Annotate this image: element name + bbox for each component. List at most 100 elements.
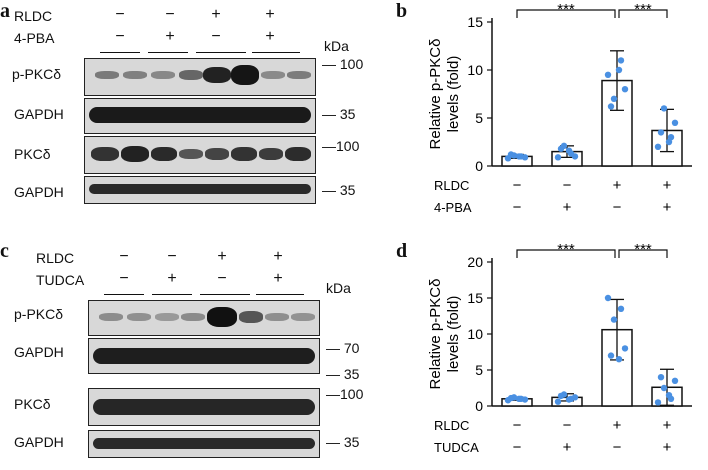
- x-row-label: TUDCA: [434, 440, 479, 455]
- mw-value: 35: [339, 182, 356, 198]
- protein-band: [127, 313, 151, 321]
- data-point: [657, 129, 665, 136]
- rldc-sign-c-2: −: [167, 248, 177, 265]
- x-row-label: RLDC: [434, 178, 469, 193]
- panel-label-c: c: [0, 240, 9, 262]
- pba-row-label-a: 4-PBA: [14, 30, 55, 46]
- data-point: [604, 71, 612, 79]
- protein-band: [207, 307, 237, 327]
- kda-label-c: kDa: [326, 280, 351, 296]
- y-tick-label: 15: [467, 14, 483, 30]
- data-point: [557, 392, 565, 400]
- blot-label: PKCδ: [14, 146, 51, 162]
- data-point: [515, 153, 523, 160]
- protein-band: [265, 313, 289, 321]
- data-point: [654, 143, 662, 150]
- data-point: [657, 374, 665, 381]
- x-sign: −: [513, 439, 522, 456]
- lane-pair-line: [152, 294, 192, 295]
- protein-band: [151, 71, 175, 79]
- significance-label: ***: [557, 1, 575, 18]
- lane-pair-line: [100, 52, 140, 53]
- significance-bracket: [516, 9, 616, 18]
- y-tick-label: 0: [475, 398, 483, 414]
- data-point: [521, 154, 529, 161]
- data-point: [617, 57, 625, 64]
- y-tick-label: 5: [475, 110, 483, 126]
- x-sign: −: [613, 439, 622, 456]
- protein-band: [93, 438, 315, 449]
- western-blot-strip: [88, 338, 320, 374]
- protein-band: [99, 313, 123, 321]
- protein-band: [259, 148, 283, 160]
- lane-pair-line: [148, 52, 188, 53]
- bar-chart-b: 0 5 10 15 Relative p-PKCδ levels (fold) *** ***…: [427, 1, 692, 216]
- mw-marker: —100: [322, 138, 360, 154]
- rldc-sign-c-1: −: [119, 248, 129, 265]
- x-sign: −: [563, 417, 572, 434]
- y-axis-label: Relative p-PKCδ: [427, 279, 444, 390]
- data-point: [621, 86, 629, 93]
- data-point: [667, 134, 675, 141]
- x-sign: +: [663, 199, 672, 216]
- protein-band: [291, 313, 315, 321]
- mw-marker: — 35: [322, 182, 356, 198]
- protein-band: [203, 67, 231, 83]
- data-point: [565, 147, 573, 154]
- protein-band: [93, 348, 315, 364]
- protein-band: [95, 71, 119, 79]
- data-point: [617, 305, 625, 312]
- y-tick-label: 10: [467, 326, 483, 342]
- data-point: [604, 294, 612, 302]
- bar-chart-d: 0 5 10 15 20 Relative p-PKCδ levels (fold) *** *…: [427, 241, 692, 456]
- rldc-sign-a-3: +: [211, 6, 221, 23]
- significance-label: ***: [634, 1, 652, 18]
- data-point: [654, 399, 662, 406]
- lane-pair-line: [200, 294, 250, 295]
- data-point: [565, 396, 573, 403]
- y-tick-label: 20: [467, 254, 483, 270]
- significance-label: ***: [557, 241, 575, 258]
- data-point: [621, 345, 629, 352]
- blot-label: p-PKCδ: [12, 66, 62, 82]
- data-point: [554, 398, 562, 405]
- significance-bracket: [618, 9, 668, 18]
- data-point: [507, 151, 515, 158]
- data-point: [610, 316, 618, 323]
- mw-value: 100: [339, 56, 364, 72]
- mw-marker: — 35: [326, 366, 360, 382]
- protein-band: [239, 311, 263, 323]
- mw-value: 70: [343, 340, 360, 356]
- tudca-sign-c-4: +: [273, 270, 283, 287]
- tudca-sign-c-2: +: [167, 270, 177, 287]
- western-blot-strip: [84, 136, 316, 174]
- data-point: [554, 154, 562, 161]
- significance-bracket: [618, 249, 668, 258]
- lane-pair-line: [252, 52, 300, 53]
- protein-band: [91, 147, 119, 161]
- x-row-label: RLDC: [434, 418, 469, 433]
- blot-label: GAPDH: [14, 184, 64, 200]
- data-point: [607, 103, 615, 110]
- protein-band: [151, 147, 177, 161]
- tudca-sign-c-1: −: [119, 270, 129, 287]
- pba-sign-a-3: −: [211, 28, 221, 45]
- pba-sign-a-1: −: [115, 28, 125, 45]
- western-blot-strip: [88, 300, 320, 336]
- mw-value: 100: [336, 138, 360, 154]
- panel-label-b: b: [396, 0, 408, 22]
- y-tick-label: 15: [467, 290, 483, 306]
- x-row-label: 4-PBA: [434, 200, 472, 215]
- protein-band: [89, 184, 311, 194]
- x-sign: +: [663, 177, 672, 194]
- significance-bracket: [516, 249, 616, 258]
- rldc-sign-a-2: −: [165, 6, 175, 23]
- protein-band: [179, 70, 203, 80]
- lane-pair-line: [196, 52, 246, 53]
- tudca-sign-c-3: −: [217, 270, 227, 287]
- y-tick-label: 10: [467, 62, 483, 78]
- mw-value: 35: [339, 106, 356, 122]
- x-sign: +: [663, 439, 672, 456]
- mw-marker: — 35: [326, 434, 360, 450]
- data-point: [607, 352, 615, 359]
